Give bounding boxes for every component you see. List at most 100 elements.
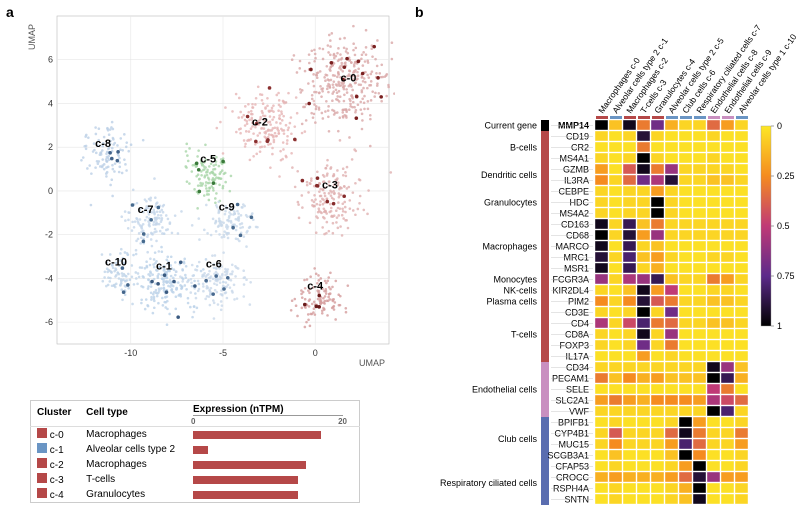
umap-scatter-panel: -10-50-6-4-20246UMAPUMAPc-0c-1c-2c-3c-4c…	[25, 10, 395, 370]
svg-text:B-cells: B-cells	[510, 143, 538, 153]
svg-text:PIM2: PIM2	[568, 296, 589, 306]
svg-text:-2: -2	[45, 230, 53, 240]
svg-text:1: 1	[777, 321, 782, 331]
svg-text:-5: -5	[219, 348, 227, 358]
legend-expression-bar	[193, 476, 298, 484]
svg-text:0: 0	[777, 121, 782, 131]
heatmap-svg: Macrophages c-0Alveolar cells type 2 c-1…	[415, 0, 800, 530]
svg-text:c-8: c-8	[95, 138, 111, 150]
svg-text:PECAM1: PECAM1	[552, 373, 589, 383]
svg-text:c-4: c-4	[307, 280, 324, 292]
svg-text:2: 2	[48, 142, 53, 152]
legend-celltype: Macrophages	[80, 427, 187, 443]
legend-cluster: c-3	[50, 475, 64, 486]
svg-text:CR2: CR2	[571, 142, 589, 152]
svg-text:RSPH4A: RSPH4A	[553, 483, 589, 493]
svg-text:MS4A2: MS4A2	[559, 208, 589, 218]
svg-text:NK-cells: NK-cells	[503, 286, 537, 296]
svg-text:CD8A: CD8A	[565, 329, 589, 339]
svg-text:T-cells: T-cells	[511, 330, 538, 340]
legend-row: c-3 T-cells	[31, 472, 360, 487]
svg-text:MSR1: MSR1	[564, 263, 589, 273]
svg-text:-6: -6	[45, 317, 53, 327]
svg-text:c-0: c-0	[340, 73, 356, 85]
svg-text:Respiratory ciliated cells: Respiratory ciliated cells	[440, 478, 538, 488]
umap-scatter-svg: -10-50-6-4-20246UMAPUMAPc-0c-1c-2c-3c-4c…	[25, 10, 395, 370]
svg-text:6: 6	[48, 55, 53, 65]
svg-text:SNTN: SNTN	[565, 494, 590, 504]
legend-row: c-1 Alveolar cells type 2	[31, 442, 360, 457]
svg-text:c-7: c-7	[138, 204, 154, 216]
svg-text:Granulocytes: Granulocytes	[484, 198, 538, 208]
svg-text:Dendritic cells: Dendritic cells	[481, 170, 538, 180]
legend-cluster: c-4	[50, 490, 64, 501]
svg-text:UMAP: UMAP	[27, 24, 37, 50]
svg-text:0.5: 0.5	[777, 221, 790, 231]
legend-cluster: c-1	[50, 445, 64, 456]
legend-header-celltype: Cell type	[80, 401, 187, 427]
svg-text:0.75: 0.75	[777, 271, 795, 281]
cluster-legend-table: Cluster Cell type Expression (nTPM) 0 20…	[30, 400, 360, 503]
legend-celltype: T-cells	[80, 472, 187, 487]
svg-text:MMP14: MMP14	[558, 120, 589, 130]
svg-text:Plasma cells: Plasma cells	[486, 297, 537, 307]
legend-celltype: Alveolar cells type 2	[80, 442, 187, 457]
svg-text:CD68: CD68	[566, 230, 589, 240]
panel-a-label: a	[6, 4, 14, 20]
svg-text:CD4: CD4	[571, 318, 589, 328]
svg-text:CEBPE: CEBPE	[558, 186, 589, 196]
svg-text:Macrophages: Macrophages	[482, 242, 537, 252]
svg-text:c-1: c-1	[156, 261, 172, 273]
legend-expression-bar	[193, 431, 321, 439]
svg-text:CROCC: CROCC	[556, 472, 589, 482]
svg-text:-10: -10	[124, 348, 137, 358]
legend-expression-bar	[193, 491, 298, 499]
svg-text:MS4A1: MS4A1	[559, 153, 589, 163]
svg-text:CD19: CD19	[566, 131, 589, 141]
svg-text:SLC2A1: SLC2A1	[555, 395, 589, 405]
svg-text:0: 0	[48, 186, 53, 196]
legend-row: c-0 Macrophages	[31, 427, 360, 443]
svg-text:MUC15: MUC15	[558, 439, 589, 449]
legend-swatch	[37, 428, 47, 438]
svg-text:Endothelial cells: Endothelial cells	[472, 385, 538, 395]
legend-swatch	[37, 473, 47, 483]
svg-text:0.25: 0.25	[777, 171, 795, 181]
svg-text:IL3RA: IL3RA	[564, 175, 589, 185]
svg-text:MARCO: MARCO	[556, 241, 590, 251]
svg-text:CD34: CD34	[566, 362, 589, 372]
svg-text:CYP4B1: CYP4B1	[554, 428, 589, 438]
svg-text:FCGR3A: FCGR3A	[552, 274, 589, 284]
legend-row: c-4Granulocytes	[31, 487, 360, 503]
svg-text:c-5: c-5	[200, 154, 216, 166]
svg-text:SCGB3A1: SCGB3A1	[547, 450, 589, 460]
legend-cluster: c-0	[50, 430, 64, 441]
svg-text:c-9: c-9	[219, 202, 235, 214]
svg-text:UMAP: UMAP	[359, 358, 385, 368]
svg-text:-4: -4	[45, 273, 53, 283]
svg-text:IL17A: IL17A	[565, 351, 589, 361]
svg-text:MRC1: MRC1	[563, 252, 589, 262]
svg-text:4: 4	[48, 98, 53, 108]
svg-text:HDC: HDC	[570, 197, 590, 207]
svg-text:GZMB: GZMB	[563, 164, 589, 174]
legend-swatch	[37, 443, 47, 453]
legend-swatch	[37, 458, 47, 468]
heatmap-panel: b Macrophages c-0Alveolar cells type 2 c…	[415, 0, 800, 530]
legend-expression-bar	[193, 461, 306, 469]
svg-text:CD3E: CD3E	[565, 307, 589, 317]
legend-celltype: Macrophages	[80, 457, 187, 472]
svg-text:Monocytes: Monocytes	[493, 275, 537, 285]
svg-text:0: 0	[313, 348, 318, 358]
svg-text:KIR2DL4: KIR2DL4	[552, 285, 589, 295]
svg-text:FOXP3: FOXP3	[559, 340, 589, 350]
legend-header-cluster: Cluster	[31, 401, 81, 427]
svg-text:c-6: c-6	[206, 258, 222, 270]
svg-text:c-3: c-3	[322, 180, 338, 192]
svg-text:CD163: CD163	[561, 219, 589, 229]
legend-swatch	[37, 488, 47, 498]
svg-text:CFAP53: CFAP53	[555, 461, 589, 471]
svg-text:VWF: VWF	[569, 406, 589, 416]
svg-text:Club cells: Club cells	[498, 434, 538, 444]
legend-expression-bar	[193, 446, 208, 454]
